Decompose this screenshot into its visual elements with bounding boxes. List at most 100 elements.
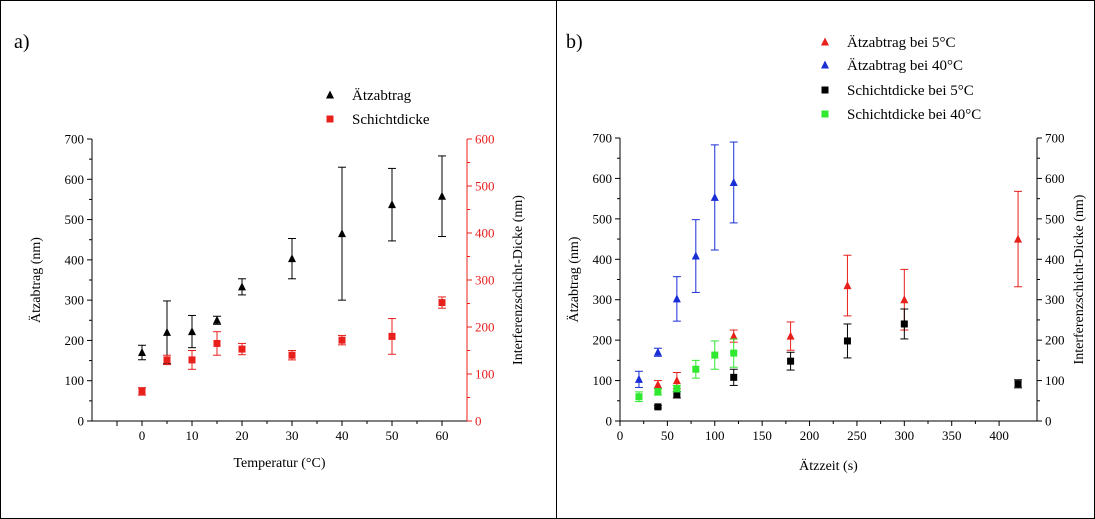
y2-tick-label: 700: [1045, 131, 1065, 146]
data-point: [711, 351, 719, 359]
y2-tick-label: 600: [1045, 171, 1065, 186]
data-point: [288, 254, 296, 263]
y-axis-label: Ätzabtrag (nm): [565, 236, 582, 322]
data-point: [188, 327, 196, 336]
y2-tick-label: 400: [475, 226, 495, 241]
x-tick-label: 400: [989, 428, 1009, 443]
data-point: [786, 331, 795, 340]
data-point: [1014, 234, 1023, 243]
y2-tick-label: 0: [1045, 414, 1052, 429]
data-point: [787, 357, 795, 365]
data-point: [1014, 380, 1022, 388]
data-point: [388, 200, 396, 209]
y2-tick-label: 200: [1045, 333, 1065, 348]
x-tick-label: 150: [752, 428, 772, 443]
y-tick-label: 400: [65, 252, 85, 267]
data-point: [238, 282, 246, 291]
data-point: [672, 294, 681, 303]
data-point: [710, 192, 719, 201]
data-point: [388, 332, 396, 340]
y-tick-label: 100: [593, 373, 613, 388]
data-point: [634, 374, 643, 383]
y2-tick-label: 300: [475, 273, 495, 288]
y2-tick-label: 0: [475, 414, 482, 429]
y2-tick-label: 100: [475, 367, 495, 382]
panel-label: a): [14, 31, 30, 53]
data-point: [654, 388, 662, 396]
x-tick-label: 250: [847, 428, 867, 443]
panel-b: b) 0 50 100 150 200 250 300 350 400 0 100 200 300 400 5…: [565, 31, 1087, 474]
data-point: [692, 365, 700, 373]
x-tick-label: 50: [386, 428, 399, 443]
x-tick-label: 100: [705, 428, 725, 443]
data-point: [238, 345, 246, 353]
x-tick-label: 200: [800, 428, 820, 443]
legend-label: Schichtdicke bei 5°C: [847, 83, 974, 99]
x-axis-label: Temperatur (°C): [233, 456, 325, 471]
x-axis-label: Ätzzeit (s): [799, 457, 858, 474]
data-point: [900, 295, 909, 304]
data-point: [843, 281, 852, 290]
data-point: [138, 348, 146, 357]
y-tick-label: 700: [593, 131, 613, 146]
x-tick-label: 0: [617, 428, 624, 443]
data-point: [673, 391, 681, 399]
y2-tick-label: 400: [1045, 252, 1065, 267]
legend-label: Ätzabtrag bei 5°C: [847, 34, 955, 51]
data-point: [691, 251, 700, 260]
data-point: [188, 356, 196, 364]
data-point: [654, 403, 662, 411]
data-point: [438, 299, 446, 307]
y-tick-label: 300: [593, 292, 613, 307]
y2-tick-label: 200: [475, 320, 495, 335]
y2-tick-label: 600: [475, 132, 495, 147]
data-point: [338, 336, 346, 344]
data-point: [213, 339, 221, 347]
y-tick-label: 700: [65, 132, 85, 147]
x-tick-label: 40: [336, 428, 349, 443]
y-tick-label: 0: [606, 414, 613, 429]
y-tick-label: 200: [593, 333, 613, 348]
x-tick-label: 0: [139, 428, 146, 443]
x-tick-label: 10: [186, 428, 199, 443]
data-point: [163, 327, 171, 336]
y-tick-label: 600: [65, 172, 85, 187]
data-point: [730, 349, 738, 357]
x-tick-label: 300: [895, 428, 915, 443]
y-tick-label: 300: [65, 293, 85, 308]
y-tick-label: 0: [78, 414, 85, 429]
data-point: [673, 385, 681, 393]
legend-marker: [821, 86, 829, 94]
data-point: [338, 229, 346, 238]
y2-axis-label: Interferenzschicht-Dicke (nm): [1072, 194, 1087, 364]
y2-tick-label: 500: [475, 179, 495, 194]
y-tick-label: 600: [593, 171, 613, 186]
x-tick-label: 60: [436, 428, 449, 443]
data-point: [635, 393, 643, 401]
y-axis-label: Ätzabtrag (nm): [27, 237, 44, 323]
y2-tick-label: 100: [1045, 373, 1065, 388]
x-tick-label: 350: [942, 428, 962, 443]
x-tick-label: 20: [236, 428, 249, 443]
data-point: [730, 373, 738, 381]
y-tick-label: 100: [65, 373, 85, 388]
legend-marker: [821, 37, 829, 46]
y2-tick-label: 500: [1045, 211, 1065, 226]
legend-label: Schichtdicke bei 40°C: [847, 107, 981, 123]
y-tick-label: 400: [593, 252, 613, 267]
data-point: [288, 351, 296, 359]
x-tick-label: 50: [661, 428, 674, 443]
data-point: [653, 347, 662, 356]
x-tick-label: 30: [286, 428, 299, 443]
legend-label: Ätzabtrag bei 40°C: [847, 57, 963, 74]
legend-marker: [326, 115, 334, 123]
legend-marker: [821, 110, 829, 118]
data-point: [213, 315, 221, 324]
data-point: [653, 380, 662, 389]
data-point: [843, 337, 851, 345]
y2-tick-label: 300: [1045, 292, 1065, 307]
legend-marker: [326, 90, 334, 99]
legend-label: Ätzabtrag: [352, 87, 412, 104]
